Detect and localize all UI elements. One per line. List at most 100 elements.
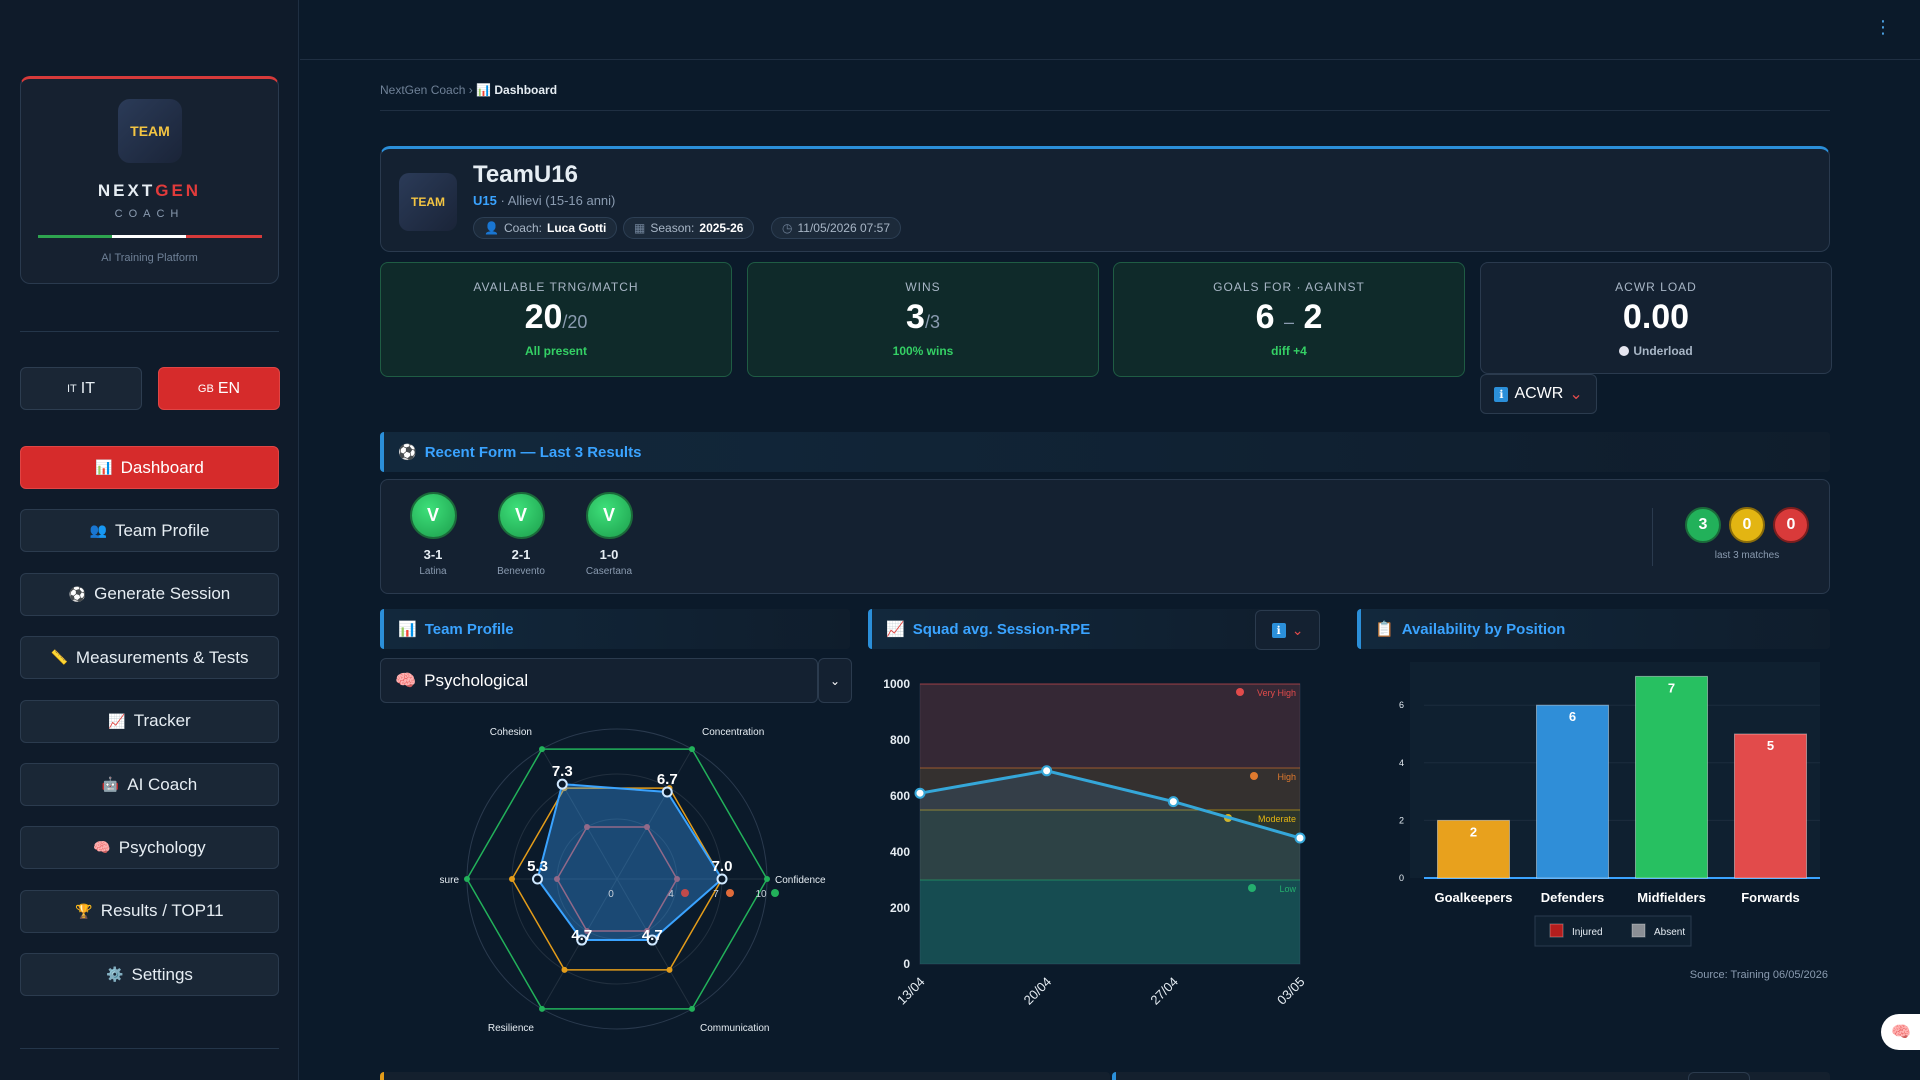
radar-low-ring-point	[584, 927, 590, 934]
radar-scale-label: 7	[713, 889, 719, 900]
team-logo-icon: TEAM	[399, 173, 457, 231]
rpe-x-tick: 20/04	[1021, 974, 1055, 1008]
radar-high-ring-point	[539, 746, 545, 753]
team-logo-icon: TEAM	[118, 99, 182, 163]
nav-label: Tracker	[133, 711, 191, 731]
bar-value-label: 7	[1668, 680, 1675, 695]
nav-label: Dashboard	[120, 457, 204, 477]
rpe-plot-area	[919, 683, 1301, 965]
bars-y-tick: 2	[1399, 815, 1404, 825]
radar-scale-label: 0	[608, 889, 614, 900]
radar-low-ring-point	[644, 824, 650, 831]
rpe-zone-band	[920, 810, 1300, 880]
nav-icon: ⚽	[68, 585, 87, 602]
psychology-fab-button[interactable]: 🧠	[1881, 1014, 1920, 1050]
kpi-available: AVAILABLE TRNG/MATCH 20/20 All present	[380, 262, 732, 377]
user-icon: 👤	[484, 221, 499, 235]
nav-icon: 🧠	[93, 839, 111, 856]
kpi-goals: GOALS FOR · AGAINST 6 – 2 diff +4	[1113, 262, 1465, 377]
rpe-y-tick: 200	[890, 901, 910, 915]
sidebar-item-results-top11[interactable]: 🏆 Results / TOP11	[20, 889, 279, 933]
chart-source: Source: Training 06/05/2026	[1689, 969, 1828, 981]
bar-category-label: Goalkeepers	[1434, 890, 1512, 905]
sidebar: TEAM NEXTGEN COACH AI Training Platform …	[0, 0, 299, 1080]
radar-scale-label: 10	[755, 889, 767, 900]
nav-icon: 🤖	[101, 776, 120, 792]
radar-value-label: 7.0	[712, 858, 733, 875]
radar-team-point	[532, 873, 543, 885]
bar-category-label: Forwards	[1741, 890, 1800, 905]
rpe-zone-label: Low	[1279, 884, 1296, 894]
sidebar-item-generate-session[interactable]: ⚽ Generate Session	[20, 572, 279, 616]
bar	[1437, 819, 1510, 879]
kpi-wins: WINS 3/3 100% wins	[747, 262, 1099, 377]
kebab-menu-icon[interactable]: ⋮	[1874, 17, 1892, 37]
nav-label: Settings	[131, 964, 193, 984]
radar-value-label: 4.7	[571, 927, 592, 944]
divider	[1652, 508, 1653, 566]
kpi-acwr: ACWR LOAD 0.00 Underload	[1480, 262, 1832, 374]
radar-high-ring-point	[464, 876, 470, 882]
rpe-line	[919, 769, 1301, 840]
nav-icon: 📈	[108, 712, 126, 729]
nav-label: Psychology	[118, 837, 206, 857]
calendar-icon: ▦	[634, 221, 646, 235]
bar	[1635, 675, 1708, 879]
brand-tagline: AI Training Platform	[101, 252, 198, 264]
losses-count-badge: 0	[1773, 507, 1809, 543]
bars-y-tick: 4	[1399, 758, 1404, 768]
sidebar-item-psychology[interactable]: 🧠 Psychology	[20, 826, 279, 870]
recent-form-card: V 3-1 Latina V 2-1 Benevento V 1-0 Casertana	[380, 479, 1830, 594]
lang-en-button[interactable]: GB EN	[158, 367, 280, 410]
sidebar-item-measurements-tests[interactable]: 📏 Measurements & Tests	[20, 636, 279, 680]
rpe-zone-dot	[1250, 772, 1258, 780]
sidebar-divider	[20, 331, 279, 332]
chart-icon: 📊	[398, 621, 417, 638]
clipboard-icon: 📋	[1375, 621, 1394, 638]
nav-icon: 📊	[95, 459, 113, 475]
rpe-line-chart: Very High High Moderate Low 0 200 400 600 800 100…	[883, 677, 1307, 1008]
profile-type-select[interactable]: 🧠 Psychological	[380, 658, 818, 703]
nav-icon: 🏆	[75, 902, 93, 919]
brain-icon: 🧠	[1891, 1024, 1911, 1041]
radar-team-point	[716, 873, 728, 885]
sidebar-item-settings[interactable]: ⚙️ Settings	[20, 953, 279, 997]
radar-scale-dot	[681, 889, 689, 897]
rpe-info-button[interactable]: ℹ ⌄	[1255, 610, 1320, 650]
recent-form-header: ⚽ Recent Form — Last 3 Results	[380, 432, 1830, 472]
count-caption: last 3 matches	[1714, 550, 1780, 561]
sidebar-item-ai-coach[interactable]: 🤖 AI Coach	[20, 763, 279, 806]
radar-axis-label: Pressure	[440, 875, 459, 886]
info-icon: ℹ	[1494, 386, 1509, 402]
lang-it-button[interactable]: IT IT	[20, 367, 142, 410]
rpe-zone-dot	[1236, 688, 1244, 696]
rpe-zone-dot	[1248, 884, 1256, 892]
sidebar-item-team-profile[interactable]: 👥 Team Profile	[20, 509, 279, 553]
radar-team-point	[646, 934, 658, 946]
nav-icon: ⚙️	[106, 966, 124, 983]
rpe-x-tick: 13/04	[894, 974, 928, 1008]
rpe-zone-label: Very High	[1257, 688, 1296, 698]
radar-low-ring-point	[674, 876, 680, 882]
nav-label: Measurements & Tests	[75, 647, 249, 667]
draws-count-badge: 0	[1729, 507, 1765, 543]
line-chart-icon: 📈	[886, 621, 905, 638]
radar-low-ring-point	[554, 876, 560, 882]
acwr-info-button[interactable]: ℹ ACWR ⌄	[1480, 374, 1597, 414]
team-name: TeamU16	[473, 161, 578, 188]
bar	[1536, 704, 1609, 879]
sidebar-item-dashboard[interactable]: 📊 Dashboard	[20, 446, 279, 489]
info-icon: ℹ	[1271, 622, 1286, 638]
nav-icon: 👥	[89, 522, 107, 539]
sidebar-item-tracker[interactable]: 📈 Tracker	[20, 699, 279, 743]
rpe-y-tick: 600	[890, 789, 910, 803]
ball-icon: ⚽	[398, 444, 417, 461]
chevron-down-icon: ⌄	[1291, 621, 1304, 638]
brand-sub: COACH	[114, 208, 185, 220]
availability-bar-chart: 0 2 4 6 2 Goalkeepers 6 Defenders 7 Midfielders 5 F…	[1399, 662, 1820, 947]
legend-swatch	[1631, 923, 1646, 938]
legend-label: Injured	[1572, 927, 1603, 938]
profile-select-chevron-icon[interactable]: ⌄	[818, 658, 852, 703]
rpe-point	[1167, 796, 1179, 808]
breadcrumb-root[interactable]: NextGen Coach	[380, 83, 466, 97]
